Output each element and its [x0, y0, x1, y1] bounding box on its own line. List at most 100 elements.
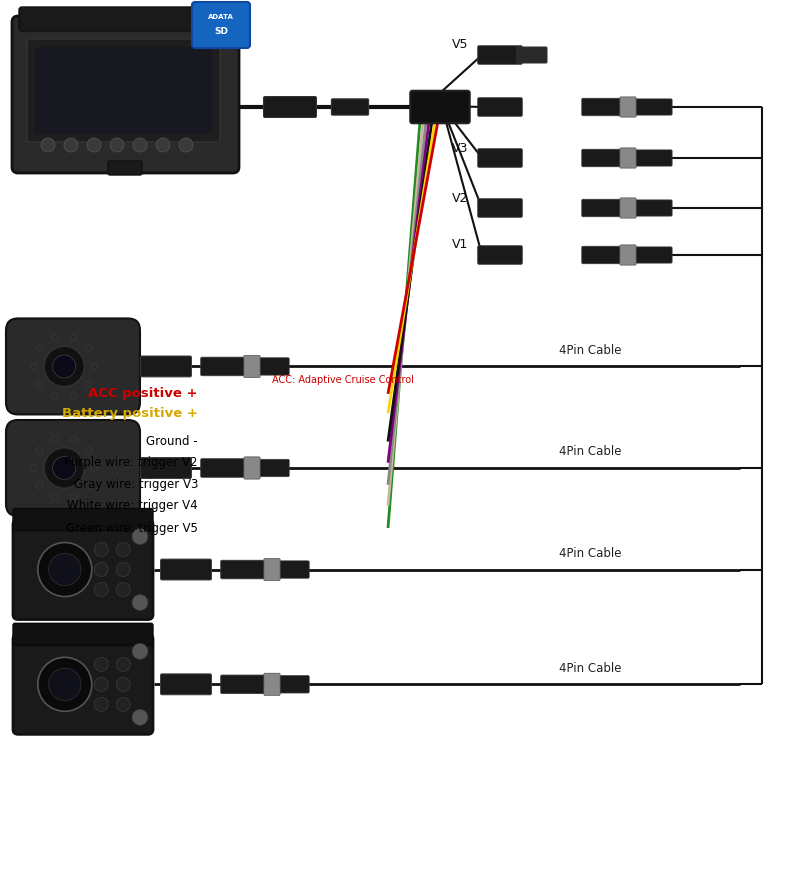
Circle shape [91, 464, 98, 472]
Circle shape [37, 482, 43, 489]
Text: 4Pin Cable: 4Pin Cable [558, 344, 622, 357]
Circle shape [52, 436, 58, 442]
FancyBboxPatch shape [13, 519, 153, 620]
Text: V3: V3 [452, 141, 468, 155]
FancyBboxPatch shape [244, 457, 260, 479]
Circle shape [132, 644, 148, 660]
Circle shape [37, 447, 43, 454]
Text: White wire: trigger V4: White wire: trigger V4 [67, 500, 198, 512]
Text: V5: V5 [452, 39, 468, 51]
FancyBboxPatch shape [478, 245, 522, 264]
FancyBboxPatch shape [620, 97, 636, 117]
FancyBboxPatch shape [12, 16, 239, 173]
Text: SD: SD [214, 26, 228, 35]
FancyBboxPatch shape [108, 161, 142, 175]
Text: V1: V1 [452, 238, 468, 252]
Circle shape [116, 542, 130, 556]
Circle shape [53, 355, 76, 378]
Circle shape [52, 335, 58, 341]
FancyBboxPatch shape [517, 47, 547, 63]
Circle shape [52, 494, 58, 500]
FancyBboxPatch shape [27, 39, 220, 142]
Text: ACC positive +: ACC positive + [89, 388, 198, 400]
Circle shape [52, 392, 58, 398]
FancyBboxPatch shape [201, 458, 247, 478]
Circle shape [86, 381, 92, 388]
Circle shape [179, 138, 193, 152]
FancyBboxPatch shape [221, 675, 267, 694]
FancyBboxPatch shape [141, 356, 191, 377]
FancyBboxPatch shape [6, 420, 140, 516]
FancyBboxPatch shape [478, 98, 522, 117]
Circle shape [86, 447, 92, 454]
Circle shape [132, 529, 148, 545]
FancyBboxPatch shape [201, 357, 247, 376]
FancyBboxPatch shape [244, 355, 260, 378]
FancyBboxPatch shape [632, 200, 672, 216]
FancyBboxPatch shape [161, 674, 211, 695]
FancyBboxPatch shape [19, 7, 232, 31]
Text: Ground -: Ground - [146, 435, 198, 448]
Circle shape [44, 448, 84, 488]
FancyBboxPatch shape [620, 198, 636, 218]
Circle shape [86, 482, 92, 489]
FancyBboxPatch shape [254, 358, 290, 375]
Circle shape [94, 542, 108, 556]
FancyBboxPatch shape [263, 96, 317, 117]
Circle shape [87, 138, 101, 152]
FancyBboxPatch shape [275, 675, 309, 693]
Circle shape [132, 709, 148, 725]
Text: Gray wire: trigger V3: Gray wire: trigger V3 [74, 479, 198, 491]
Circle shape [41, 138, 55, 152]
Text: 4Pin Cable: 4Pin Cable [558, 446, 622, 458]
Circle shape [116, 698, 130, 712]
Circle shape [37, 381, 43, 388]
FancyBboxPatch shape [620, 147, 636, 168]
Circle shape [94, 657, 108, 671]
Circle shape [116, 677, 130, 691]
Text: Battery positive +: Battery positive + [62, 407, 198, 419]
Circle shape [94, 677, 108, 691]
Circle shape [116, 583, 130, 597]
FancyBboxPatch shape [6, 319, 140, 414]
FancyBboxPatch shape [161, 559, 211, 580]
Circle shape [30, 363, 37, 370]
Circle shape [132, 594, 148, 610]
FancyBboxPatch shape [632, 247, 672, 263]
Circle shape [94, 698, 108, 712]
FancyBboxPatch shape [582, 98, 622, 116]
Text: 4Pin Cable: 4Pin Cable [558, 662, 622, 675]
Circle shape [91, 363, 98, 370]
Circle shape [64, 138, 78, 152]
FancyBboxPatch shape [620, 245, 636, 265]
FancyBboxPatch shape [632, 150, 672, 166]
FancyBboxPatch shape [331, 99, 369, 115]
Text: V4: V4 [452, 90, 468, 103]
Circle shape [37, 345, 43, 352]
Circle shape [94, 562, 108, 577]
Circle shape [49, 668, 81, 700]
Text: 4Pin Cable: 4Pin Cable [558, 547, 622, 560]
Text: ADATA: ADATA [208, 14, 234, 20]
FancyBboxPatch shape [410, 91, 470, 124]
FancyBboxPatch shape [478, 148, 522, 167]
Circle shape [70, 335, 77, 341]
Text: ACC: Adaptive Cruise Control: ACC: Adaptive Cruise Control [272, 374, 414, 385]
Circle shape [156, 138, 170, 152]
FancyBboxPatch shape [582, 200, 622, 216]
Circle shape [44, 346, 84, 387]
FancyBboxPatch shape [478, 46, 522, 64]
Text: Green wire: trigger V5: Green wire: trigger V5 [66, 522, 198, 534]
Circle shape [70, 392, 77, 398]
Circle shape [70, 436, 77, 442]
Circle shape [110, 138, 124, 152]
Circle shape [38, 542, 92, 597]
FancyBboxPatch shape [264, 673, 280, 696]
FancyBboxPatch shape [275, 561, 309, 578]
Circle shape [133, 138, 147, 152]
Circle shape [38, 657, 92, 712]
FancyBboxPatch shape [582, 149, 622, 167]
FancyBboxPatch shape [264, 558, 280, 581]
Circle shape [116, 562, 130, 577]
FancyBboxPatch shape [192, 2, 250, 48]
